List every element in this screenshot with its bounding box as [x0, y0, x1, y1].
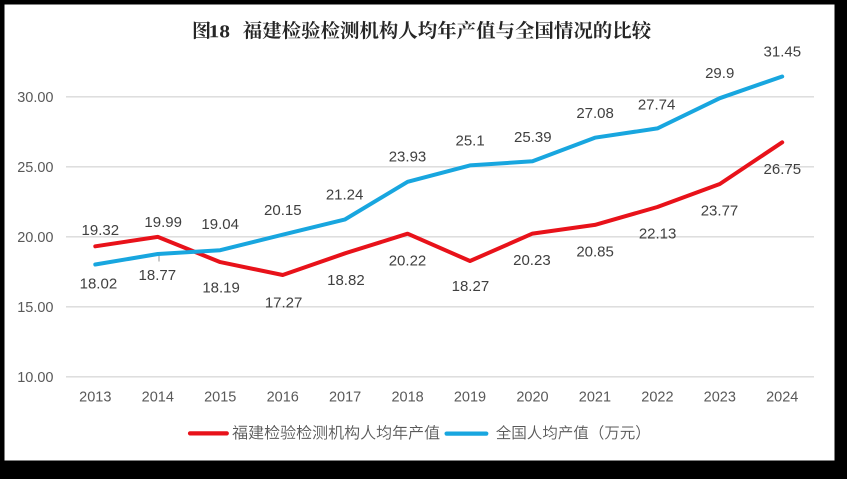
svg-text:2020: 2020 [516, 390, 548, 406]
svg-text:27.74: 27.74 [638, 96, 676, 113]
svg-text:18.19: 18.19 [202, 280, 240, 297]
svg-text:19.04: 19.04 [201, 216, 239, 233]
svg-text:20.15: 20.15 [264, 202, 302, 219]
svg-text:27.08: 27.08 [576, 105, 614, 122]
svg-text:25.00: 25.00 [17, 160, 53, 176]
svg-text:2022: 2022 [641, 390, 673, 406]
svg-text:25.39: 25.39 [514, 129, 552, 146]
svg-text:2021: 2021 [579, 390, 611, 406]
svg-text:22.13: 22.13 [639, 225, 677, 242]
svg-text:20.85: 20.85 [576, 244, 614, 261]
svg-text:2023: 2023 [704, 390, 736, 406]
svg-text:20.22: 20.22 [389, 253, 427, 270]
svg-text:19.32: 19.32 [82, 222, 120, 239]
svg-text:17.27: 17.27 [265, 295, 303, 312]
svg-text:18.27: 18.27 [452, 278, 490, 295]
svg-text:2019: 2019 [454, 390, 486, 406]
svg-text:23.77: 23.77 [701, 202, 739, 219]
svg-text:18.02: 18.02 [80, 276, 118, 293]
svg-text:2013: 2013 [79, 390, 111, 406]
svg-text:29.9: 29.9 [705, 65, 734, 82]
svg-text:25.1: 25.1 [455, 133, 484, 150]
svg-text:30.00: 30.00 [17, 90, 53, 106]
svg-text:15.00: 15.00 [17, 300, 53, 316]
svg-text:2018: 2018 [391, 390, 423, 406]
svg-text:23.93: 23.93 [389, 149, 427, 166]
svg-text:19.99: 19.99 [144, 214, 182, 231]
svg-text:21.24: 21.24 [326, 186, 364, 203]
svg-text:2016: 2016 [267, 390, 299, 406]
svg-text:2014: 2014 [142, 390, 174, 406]
svg-text:2017: 2017 [329, 390, 361, 406]
svg-text:18.82: 18.82 [327, 272, 365, 289]
svg-text:2024: 2024 [766, 390, 798, 406]
svg-text:20.23: 20.23 [513, 252, 551, 269]
svg-text:20.00: 20.00 [17, 230, 53, 246]
svg-text:26.75: 26.75 [764, 161, 802, 178]
svg-text:2015: 2015 [204, 390, 236, 406]
svg-text:31.45: 31.45 [764, 44, 802, 61]
svg-text:10.00: 10.00 [17, 370, 53, 386]
svg-text:18.77: 18.77 [139, 267, 177, 284]
